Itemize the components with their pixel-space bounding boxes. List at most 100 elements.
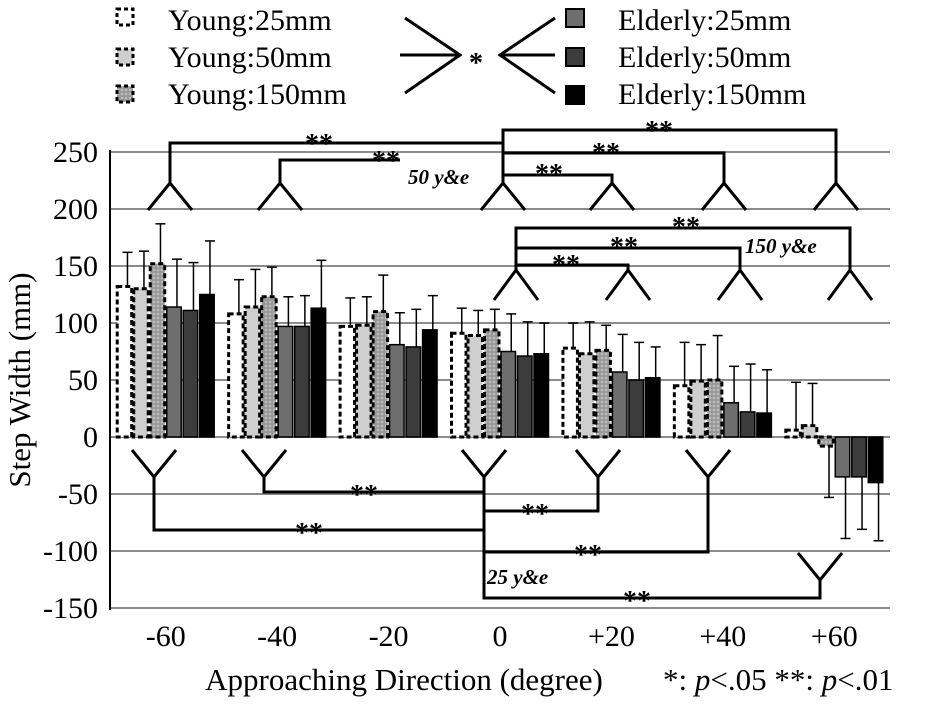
sig-star-150-0-vs-40: ** [610, 232, 638, 263]
legend-swatch-young-50 [115, 47, 135, 67]
bar-s1-c6 [800, 424, 819, 439]
legend-significance-star: * [469, 48, 483, 79]
y-tick-label-3: 100 [53, 307, 98, 340]
legend-swatch-young-25 [115, 7, 135, 27]
legend-item-elderly-150: Elderly:150mm [565, 78, 806, 111]
sig-star-25-0-vs-40: ** [574, 540, 602, 571]
note-double-star-symbol: ** [774, 662, 805, 697]
bar-s3-c0 [165, 306, 182, 438]
sig-star-150-0-vs-20: ** [552, 250, 580, 281]
bar-s0-c2 [338, 324, 357, 439]
x-tick-label-2: -20 [369, 620, 409, 653]
bar-s4-c5 [739, 411, 756, 438]
y-tick-label-1: 200 [53, 193, 98, 226]
y-tick-label-7: -100 [43, 535, 98, 568]
y-tick-label-2: 150 [53, 250, 98, 283]
sig-star-25-0-vs-20: ** [521, 499, 549, 530]
legend-item-young-150: Young:150mm [115, 78, 347, 111]
bar-s2-c3 [483, 328, 501, 439]
bar-s3-c3 [500, 350, 517, 438]
bar-s3-c4 [611, 371, 628, 438]
bar-s4-c0 [182, 309, 199, 438]
legend-item-young-25: Young:25mm [115, 4, 332, 37]
significance-brackets-upper: ** ** 50 y&e ** ** ** ** ** ** 150 y&e [146, 116, 874, 301]
sig-star-25-m60-vs-0: ** [295, 518, 323, 549]
bar-s1-c2 [355, 323, 373, 439]
legend-swatch-elderly-50 [565, 47, 585, 67]
bar-s1-c5 [689, 379, 707, 439]
sig-star-0-vs-40: ** [592, 138, 620, 169]
bar-s1-c3 [466, 334, 484, 439]
note-p-05: p [693, 662, 711, 697]
note-p-01: p [820, 662, 838, 697]
bar-s2-c4 [594, 348, 612, 439]
legend-significance-bracket: * [400, 16, 556, 95]
sig-star-m60-vs-0: ** [305, 129, 333, 160]
note-star-symbol: * [663, 662, 679, 697]
x-tick-label-1: -40 [257, 620, 297, 653]
group-label-50: 50 y&e [408, 165, 469, 189]
bar-s3-c2 [388, 343, 405, 438]
sig-star-25-0-vs-60: ** [623, 586, 651, 617]
bar-s0-c0 [115, 285, 134, 439]
bar-s2-c1 [260, 295, 278, 439]
y-axis-label: Step Width (mm) [2, 272, 37, 487]
x-tick-label-3: 0 [493, 620, 508, 653]
bar-s4-c2 [405, 346, 422, 438]
bar-s2-c2 [371, 310, 390, 439]
legend-label-young-25: Young:25mm [168, 4, 332, 37]
legend-swatch-young-150 [115, 84, 135, 104]
bracket-50-group: ** ** 50 y&e ** ** ** [146, 116, 860, 211]
legend-swatch-elderly-25 [565, 8, 585, 28]
y-tick-label-6: -50 [58, 478, 98, 511]
bar-s4-c6 [851, 436, 868, 478]
bar-s5-c2 [421, 329, 438, 438]
sig-star-0-vs-60: ** [645, 116, 673, 147]
sig-star-m40-vs-0: ** [372, 146, 400, 177]
bar-s3-c1 [277, 325, 294, 438]
x-tick-label-0: -60 [146, 620, 186, 653]
bar-s3-c5 [723, 402, 740, 438]
y-tick-label-5: 0 [83, 421, 98, 454]
legend-label-elderly-150: Elderly:150mm [618, 78, 806, 111]
bar-s0-c5 [672, 384, 691, 439]
bar-s5-c5 [756, 412, 773, 438]
bar-s1-c0 [132, 287, 150, 439]
bar-s3-c6 [834, 436, 851, 478]
legend-label-young-50: Young:50mm [168, 41, 332, 74]
bar-s5-c1 [310, 307, 327, 438]
p-value-note: *: p<.05 **: p<.01 [663, 662, 893, 697]
bar-s1-c1 [243, 305, 262, 439]
y-tick-label-0: 250 [53, 136, 98, 169]
x-axis-tick-labels: -60 -40 -20 0 +20 +40 +60 [146, 620, 858, 653]
x-tick-label-5: +40 [699, 620, 746, 653]
bar-s0-c3 [450, 331, 468, 439]
sig-star-150-0-vs-60: ** [672, 212, 700, 243]
legend-swatch-elderly-150 [565, 85, 585, 105]
legend-item-elderly-25: Elderly:25mm [565, 4, 791, 37]
group-label-150: 150 y&e [745, 234, 817, 258]
sig-star-25-m40-vs-0: ** [350, 480, 378, 511]
legend-item-elderly-50: Elderly:50mm [565, 41, 791, 74]
bar-s5-c0 [198, 293, 215, 438]
note-star-colon: : [679, 662, 695, 697]
note-double-star-colon: : [805, 662, 821, 697]
bar-s1-c4 [577, 352, 596, 439]
bar-s4-c1 [293, 325, 310, 438]
bar-s2-c6 [817, 435, 835, 448]
legend: Young:25mm Young:50mm Young:150mm Elderl… [115, 4, 806, 111]
legend-item-young-50: Young:50mm [115, 41, 332, 74]
x-axis-label: Approaching Direction (degree) [205, 662, 603, 697]
sig-star-0-vs-20: ** [535, 159, 563, 190]
bar-s4-c4 [628, 379, 645, 438]
bar-s0-c4 [561, 346, 579, 439]
bar-s0-c1 [227, 312, 245, 439]
bar-s4-c3 [516, 355, 533, 438]
bar-s2-c5 [705, 378, 724, 439]
bar-s5-c3 [533, 353, 550, 438]
legend-label-elderly-50: Elderly:50mm [618, 41, 791, 74]
note-threshold-01: <.01 [837, 662, 893, 697]
legend-label-young-150: Young:150mm [168, 78, 347, 111]
bracket-150-group: ** ** ** 150 y&e [492, 212, 874, 301]
